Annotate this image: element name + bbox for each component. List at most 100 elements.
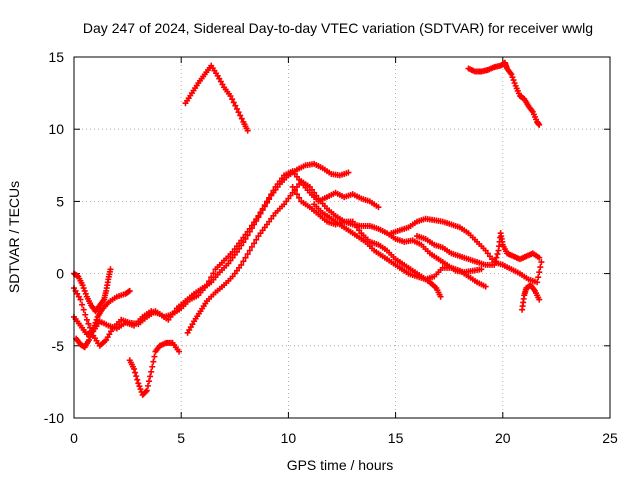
data-point bbox=[536, 269, 543, 276]
data-point bbox=[148, 368, 155, 375]
data-point bbox=[296, 194, 303, 201]
data-point bbox=[107, 266, 114, 273]
series-trace-c bbox=[73, 287, 133, 351]
data-point bbox=[86, 337, 93, 344]
data-point bbox=[87, 334, 94, 341]
series-trace-a bbox=[71, 168, 382, 349]
data-point bbox=[253, 217, 260, 224]
series-trace-i bbox=[388, 215, 545, 286]
data-point bbox=[266, 196, 273, 203]
data-point bbox=[227, 92, 234, 99]
y-axis-label: SDTVAR / TECUs bbox=[6, 181, 22, 293]
data-point bbox=[291, 187, 298, 194]
data-point bbox=[257, 210, 264, 217]
data-point bbox=[251, 240, 258, 247]
series-trace-l bbox=[182, 62, 251, 134]
data-point bbox=[176, 348, 183, 355]
data-point bbox=[437, 293, 444, 300]
y-tick-label: 15 bbox=[48, 49, 64, 65]
x-tick-label: 10 bbox=[281, 430, 297, 446]
series-trace-d bbox=[71, 266, 114, 315]
data-point bbox=[92, 319, 99, 326]
data-point bbox=[79, 282, 86, 289]
data-point bbox=[536, 296, 543, 303]
data-point bbox=[151, 353, 158, 360]
data-point bbox=[240, 239, 247, 246]
data-point bbox=[82, 290, 89, 297]
data-point bbox=[136, 383, 143, 390]
data-point bbox=[230, 99, 237, 106]
data-point bbox=[242, 235, 249, 242]
data-point bbox=[246, 247, 253, 254]
data-point bbox=[537, 264, 544, 271]
data-point bbox=[511, 79, 518, 86]
data-point bbox=[259, 207, 266, 214]
x-tick-label: 15 bbox=[388, 430, 404, 446]
data-point bbox=[492, 258, 499, 265]
data-point bbox=[133, 373, 140, 380]
data-point bbox=[126, 287, 133, 294]
data-point bbox=[535, 274, 542, 281]
data-point bbox=[237, 112, 244, 119]
data-point bbox=[134, 376, 141, 383]
data-point bbox=[238, 261, 245, 268]
data-point bbox=[482, 283, 489, 290]
series-trace-e bbox=[126, 339, 183, 398]
data-point bbox=[85, 320, 92, 327]
data-point bbox=[491, 261, 498, 268]
data-point bbox=[248, 225, 255, 232]
data-point bbox=[142, 388, 149, 395]
data-point bbox=[132, 369, 139, 376]
data-point bbox=[147, 373, 154, 380]
data-point bbox=[137, 386, 144, 393]
data-point bbox=[345, 169, 352, 176]
series-trace-m bbox=[465, 59, 543, 128]
data-point bbox=[536, 254, 543, 261]
series-trace-h bbox=[311, 201, 489, 290]
data-point bbox=[240, 258, 247, 265]
data-point bbox=[263, 199, 270, 206]
plot-frame bbox=[73, 56, 611, 419]
data-point bbox=[83, 316, 90, 323]
data-point bbox=[248, 243, 255, 250]
data-point bbox=[210, 270, 217, 277]
y-tick-label: 0 bbox=[56, 266, 64, 282]
data-point bbox=[150, 358, 157, 365]
data-point bbox=[509, 74, 516, 81]
data-point bbox=[149, 363, 156, 370]
data-point bbox=[82, 311, 89, 318]
data-point bbox=[79, 301, 86, 308]
data-point bbox=[242, 254, 249, 261]
data-point bbox=[236, 245, 243, 252]
data-point bbox=[88, 331, 95, 338]
y-tick-label: -10 bbox=[44, 410, 64, 426]
data-point bbox=[244, 232, 251, 239]
data-point bbox=[538, 259, 545, 266]
data-point bbox=[493, 254, 500, 261]
data-point bbox=[90, 325, 97, 332]
x-axis-label: GPS time / hours bbox=[287, 457, 394, 473]
data-point bbox=[80, 306, 87, 313]
data-point bbox=[80, 285, 87, 292]
data-point bbox=[89, 328, 96, 335]
data-point bbox=[251, 221, 258, 228]
x-tick-label: 20 bbox=[495, 430, 511, 446]
x-tick-label: 5 bbox=[177, 430, 185, 446]
series-trace-k bbox=[519, 282, 543, 313]
data-point bbox=[146, 378, 153, 385]
data-point bbox=[244, 251, 251, 258]
data-point bbox=[478, 266, 485, 273]
data-point bbox=[235, 109, 242, 116]
data-point bbox=[261, 203, 268, 210]
tick-labels: 0 5 10 15 20 25 -10 -5 0 5 10 15 bbox=[44, 49, 618, 446]
data-point bbox=[246, 228, 253, 235]
y-tick-label: -5 bbox=[52, 338, 65, 354]
data-point bbox=[93, 316, 100, 323]
data-point bbox=[144, 382, 151, 389]
data-point bbox=[244, 127, 251, 134]
x-tick-label: 0 bbox=[70, 430, 78, 446]
data-point bbox=[494, 251, 501, 258]
data-point bbox=[534, 279, 541, 286]
